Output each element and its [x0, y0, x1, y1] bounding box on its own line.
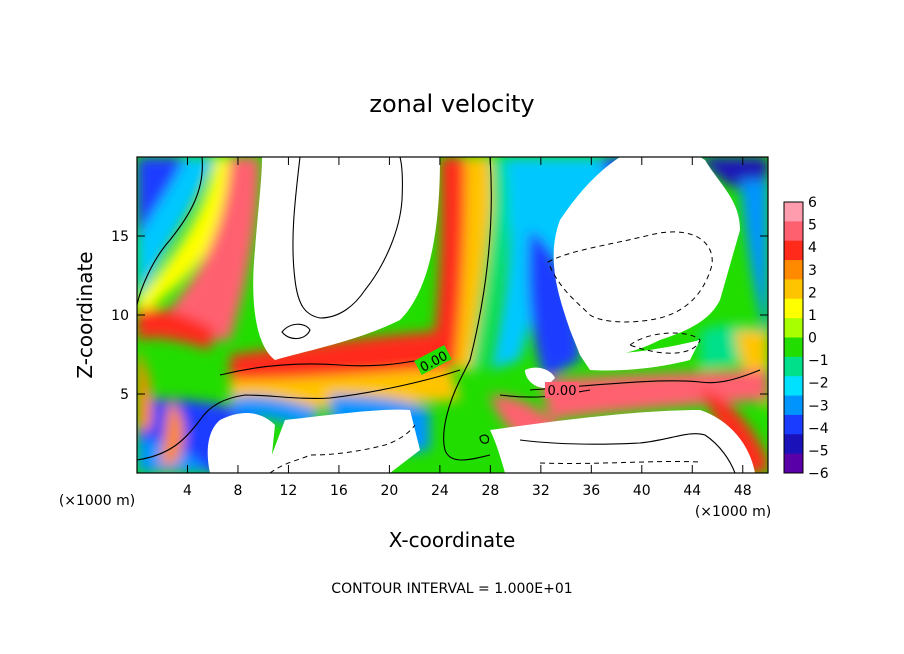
- colorbar-tick-label: −1: [808, 353, 829, 369]
- colorbar-swatch: [784, 376, 803, 397]
- x-tick-label: 36: [582, 483, 600, 499]
- y-axis-label: Z-coordinate: [73, 251, 97, 378]
- x-axis-label: X-coordinate: [389, 528, 516, 552]
- colorbar-swatch: [784, 453, 803, 474]
- colorbar-ticks: 6 5 4 3 2 1 0 −1 −2 −3 −4 −5 −6: [808, 195, 829, 482]
- x-tick-label: 20: [380, 483, 398, 499]
- colorbar-swatch: [784, 356, 803, 377]
- x-tick-label: 24: [431, 483, 449, 499]
- heatmap-field: 0.00 0.00: [137, 157, 768, 473]
- x-tick-label: 48: [734, 483, 752, 499]
- x-tick-label: 8: [233, 483, 242, 499]
- x-tick-label: 28: [481, 483, 499, 499]
- x-unit-label: (×1000 m): [695, 504, 771, 520]
- colorbar-tick-label: 2: [808, 285, 817, 301]
- masked-regions: [207, 157, 755, 473]
- x-tick-label: 40: [633, 483, 651, 499]
- colorbar-frame: [783, 201, 804, 474]
- colorbar-tick-label: −6: [808, 466, 829, 482]
- colorbar-tick-label: 5: [808, 218, 817, 234]
- colorbar-swatch: [784, 279, 803, 300]
- colorbar-tick-label: 1: [808, 308, 817, 324]
- y-tick-label: 15: [111, 229, 129, 245]
- colorbar-swatch: [784, 202, 803, 222]
- colorbar-swatch: [784, 434, 803, 455]
- y-tick-label: 5: [120, 387, 129, 403]
- contour-interval-note: CONTOUR INTERVAL = 1.000E+01: [331, 581, 572, 597]
- x-axis-ticks: 4 8 12 16 20 24 28 32 36 40 44 48: [183, 157, 752, 499]
- colorbar-tick-label: −2: [808, 376, 829, 392]
- colorbar-swatch: [784, 221, 803, 242]
- colorbar-swatch: [784, 414, 803, 435]
- y-tick-label: 10: [111, 308, 129, 324]
- colorbar-tick-label: −4: [808, 421, 829, 437]
- colorbar-tick-label: −3: [808, 398, 829, 414]
- x-unit-label: (×1000 m): [59, 493, 135, 509]
- contour-label: 0.00: [548, 384, 577, 399]
- colorbar-swatch: [784, 395, 803, 416]
- colorbar-tick-label: 3: [808, 263, 817, 279]
- x-tick-label: 44: [683, 483, 701, 499]
- y-axis-ticks: 5 10 15: [111, 229, 768, 403]
- colorbar-swatch: [784, 260, 803, 280]
- colorbar-tick-label: 0: [808, 331, 817, 347]
- colorbar-swatch: [784, 240, 803, 261]
- colorbar-swatch: [784, 318, 803, 338]
- negative-contours: [269, 231, 713, 473]
- colorbar: [783, 201, 804, 474]
- x-tick-label: 12: [280, 483, 298, 499]
- colorbar-swatch: [784, 337, 803, 358]
- chart-title: zonal velocity: [369, 90, 534, 118]
- x-tick-label: 32: [532, 483, 550, 499]
- colorbar-tick-label: 4: [808, 240, 817, 256]
- x-tick-label: 16: [330, 483, 348, 499]
- colorbar-swatch: [784, 298, 803, 319]
- colorbar-tick-label: 6: [808, 195, 817, 211]
- x-tick-label: 4: [183, 483, 192, 499]
- colorbar-tick-label: −5: [808, 443, 829, 459]
